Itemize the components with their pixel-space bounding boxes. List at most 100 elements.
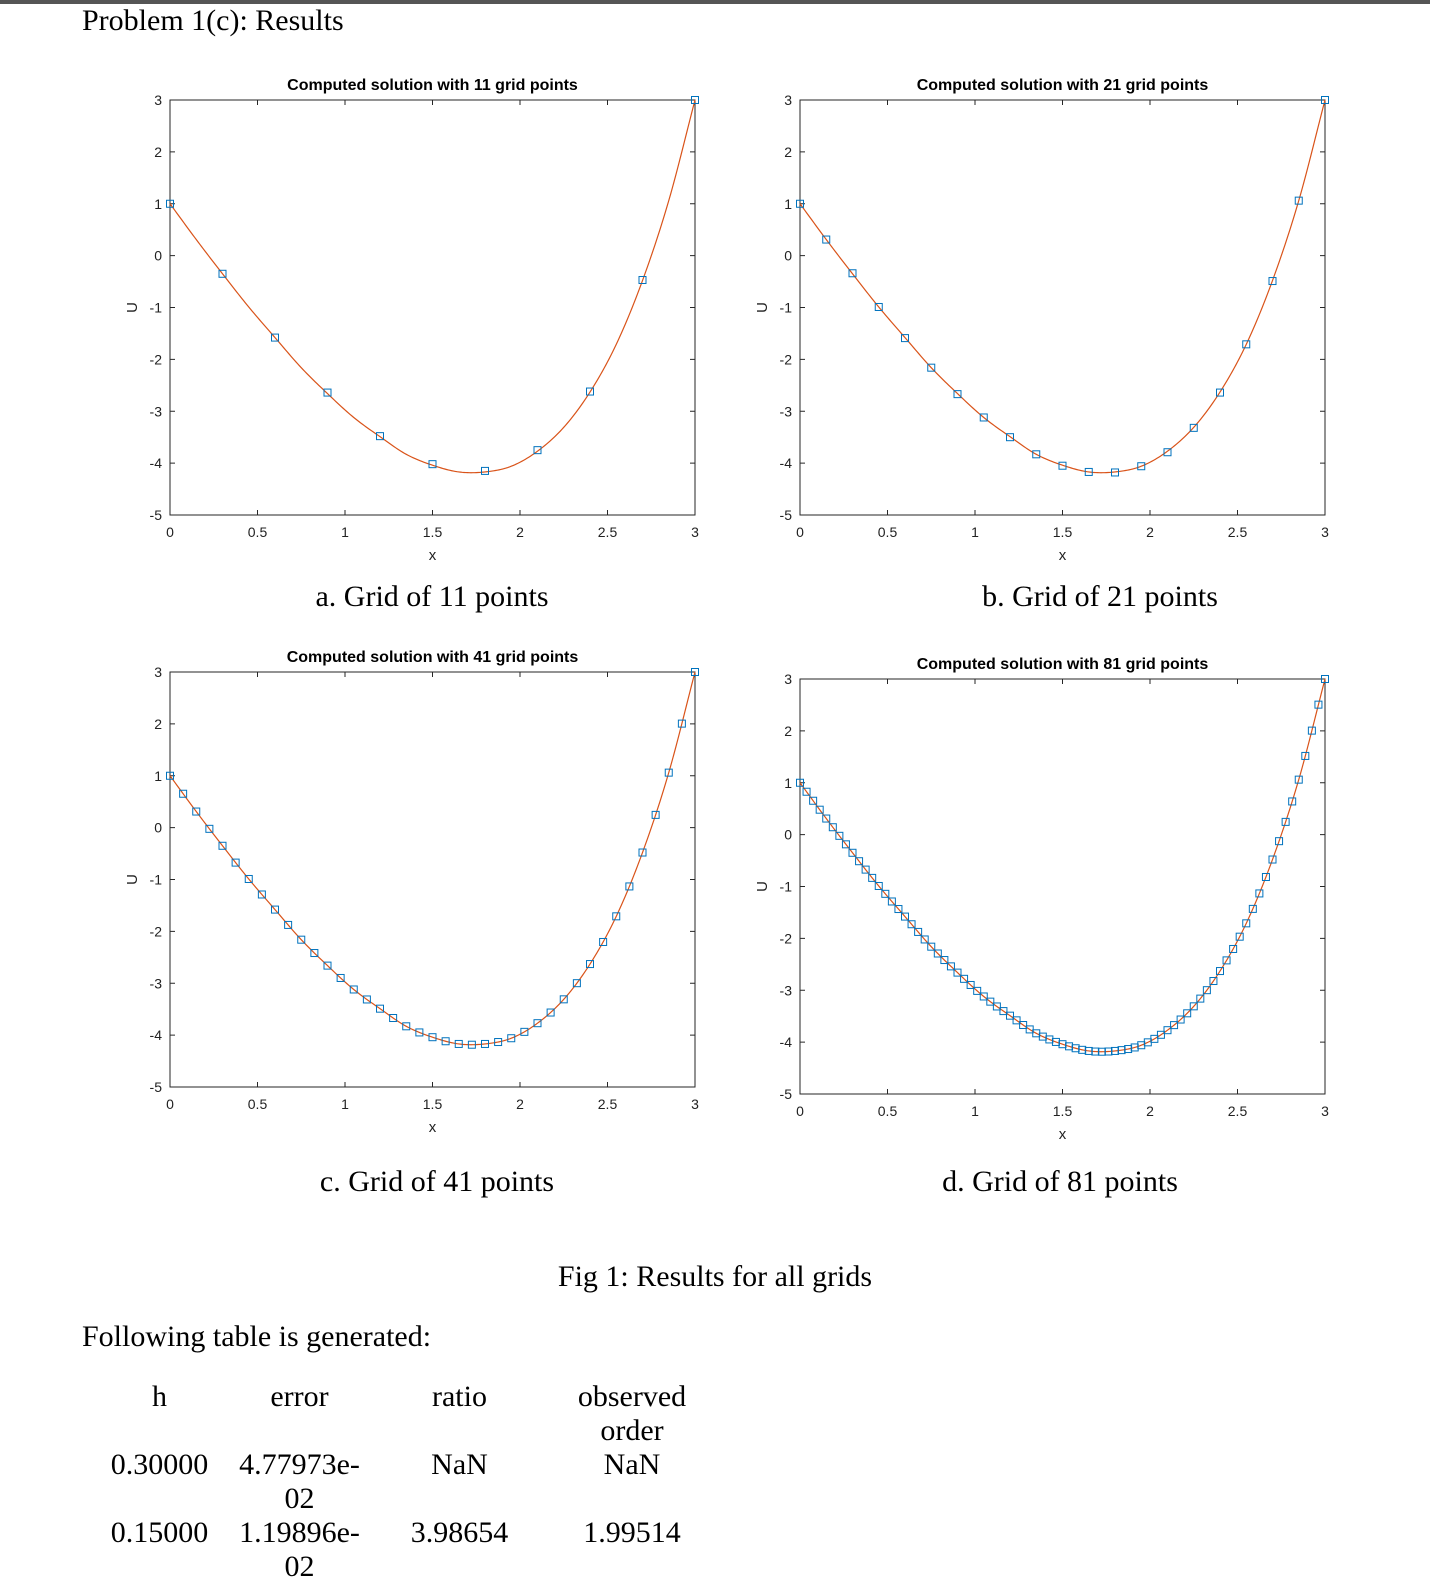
cell-order: NaN — [603, 1448, 661, 1481]
data-point-marker — [1281, 817, 1290, 826]
y-tick-label: 1 — [784, 196, 792, 212]
table-intro: Following table is generated: — [82, 1320, 432, 1353]
y-tick-label: 0 — [784, 248, 792, 264]
data-point-marker — [323, 961, 332, 970]
plot-c: Computed solution with 41 grid points 0 0.… — [115, 642, 715, 1142]
data-point-marker — [986, 997, 995, 1006]
data-point-marker — [1006, 1011, 1014, 1020]
data-point-marker — [1235, 932, 1244, 941]
data-point-marker — [809, 796, 818, 805]
x-tick-label: 2.5 — [1228, 1103, 1248, 1119]
x-tick-label: 1 — [971, 1103, 979, 1119]
x-tick-label: 0 — [166, 1096, 174, 1112]
x-tick-label: 2 — [516, 1096, 524, 1112]
x-axis-label: x — [429, 547, 437, 564]
top-border — [0, 0, 1430, 4]
data-point-marker — [901, 334, 909, 343]
y-tick-label: 3 — [154, 664, 162, 680]
data-point-marker — [520, 1027, 529, 1036]
data-point-marker — [1150, 1034, 1159, 1043]
header-order: observed order — [577, 1380, 687, 1447]
y-tick-label: -1 — [780, 879, 793, 895]
x-tick-label: 0 — [166, 524, 174, 540]
data-point-marker — [625, 882, 634, 891]
data-point-marker — [284, 920, 293, 929]
y-tick-label: -4 — [150, 1027, 163, 1043]
data-point-marker — [1314, 700, 1323, 709]
y-tick-label: 2 — [784, 723, 792, 739]
data-point-marker — [507, 1034, 516, 1043]
data-point-marker — [1216, 388, 1224, 397]
data-point-marker — [881, 889, 890, 898]
data-point-marker — [1163, 1026, 1172, 1035]
data-point-marker — [1248, 904, 1257, 913]
data-point-marker — [481, 466, 489, 475]
data-point-marker — [691, 96, 699, 104]
data-point-marker — [638, 276, 647, 285]
y-tick-label: -3 — [150, 975, 163, 991]
header-error: error — [270, 1380, 329, 1413]
data-point-marker — [1242, 919, 1251, 928]
data-point-marker — [874, 881, 883, 890]
figure-caption: Fig 1: Results for all grids — [557, 1260, 873, 1293]
x-tick-label: 0.5 — [878, 524, 898, 540]
data-point-marker — [822, 814, 831, 823]
data-point-marker — [297, 935, 306, 944]
x-tick-label: 2 — [1146, 524, 1154, 540]
y-tick-label: 1 — [154, 768, 162, 784]
caption-c: c. Grid of 41 points — [319, 1165, 555, 1198]
data-point-marker — [1294, 775, 1303, 784]
data-point-marker — [546, 1008, 555, 1017]
table-header-row: h error ratio observed order — [82, 1380, 707, 1448]
data-point-marker — [586, 387, 594, 396]
data-point-marker — [244, 874, 253, 883]
x-tick-label: 2.5 — [598, 524, 618, 540]
cell-h: 0.30000 — [110, 1448, 209, 1481]
data-point-marker — [1268, 855, 1277, 864]
data-point-marker — [691, 668, 699, 676]
data-point-marker — [166, 771, 174, 780]
x-tick-label: 1 — [341, 1096, 349, 1112]
data-point-marker — [454, 1039, 463, 1048]
data-point-marker — [914, 927, 923, 936]
data-point-marker — [1019, 1021, 1028, 1030]
data-point-marker — [822, 235, 831, 244]
data-point-marker — [920, 935, 929, 944]
data-point-marker — [586, 960, 594, 969]
x-tick-label: 2.5 — [598, 1096, 618, 1112]
data-point-marker — [979, 413, 988, 422]
cell-h: 0.15000 — [110, 1516, 209, 1549]
data-point-marker — [376, 432, 384, 441]
data-point-marker — [1307, 726, 1316, 735]
data-point-marker — [1255, 889, 1264, 898]
y-tick-label: -5 — [780, 507, 793, 523]
data-point-marker — [901, 912, 909, 921]
chart-c-svg: Computed solution with 41 grid points 0 0.… — [124, 649, 699, 1136]
data-point-marker — [966, 980, 975, 989]
y-tick-label: 3 — [784, 671, 792, 687]
data-point-marker — [310, 949, 319, 958]
x-tick-label: 3 — [691, 524, 699, 540]
chart-b-svg: Computed solution with 21 grid points 0 0.… — [754, 77, 1329, 564]
data-point-marker — [533, 1019, 542, 1028]
chart-title: Computed solution with 81 grid points — [917, 656, 1209, 673]
data-point-marker — [376, 1004, 384, 1013]
cell-error: 1.19896e-02 — [239, 1516, 360, 1583]
y-tick-label: -4 — [780, 1034, 793, 1050]
plot-area — [169, 671, 696, 1088]
data-point-marker — [1032, 450, 1041, 459]
exact-solution-line — [799, 99, 1326, 474]
data-point-marker — [1294, 196, 1303, 205]
caption-d: d. Grid of 81 points — [942, 1165, 1178, 1198]
data-point-marker — [179, 789, 188, 798]
results-table: h error ratio observed order 0.30000 4.7… — [82, 1380, 707, 1584]
data-point-marker — [1321, 96, 1329, 104]
y-axis-label: U — [124, 302, 141, 313]
header-h: h — [152, 1380, 167, 1413]
cell-order: 1.99514 — [583, 1516, 681, 1549]
data-point-marker — [1006, 433, 1014, 442]
x-tick-label: 3 — [1321, 524, 1329, 540]
y-tick-label: -1 — [780, 300, 793, 316]
data-point-marker — [257, 890, 266, 899]
data-point-marker — [441, 1037, 450, 1046]
